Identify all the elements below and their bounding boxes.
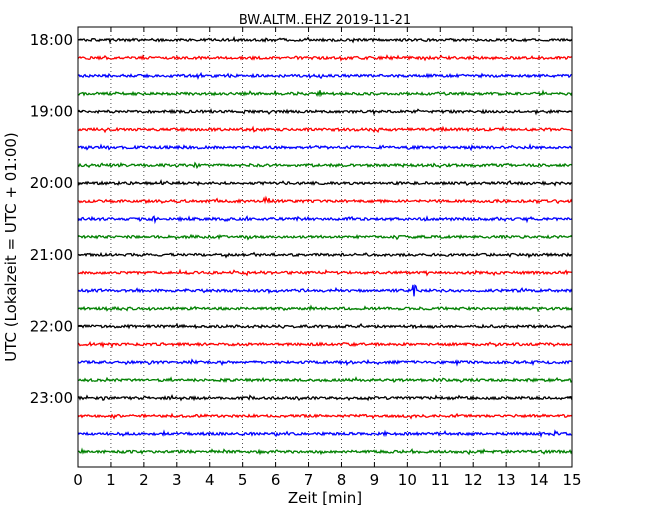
y-tick-label: 20:00 (30, 174, 73, 192)
x-axis-label: Zeit [min] (288, 489, 362, 507)
traces-group (77, 35, 573, 456)
trace-line (77, 268, 573, 277)
trace-line (77, 215, 573, 225)
trace-line (77, 125, 573, 134)
y-axis-ticks: 18:00 19:00 20:00 21:00 22:00 23:00 (30, 31, 572, 407)
trace-line (77, 195, 573, 205)
y-tick-label: 19:00 (30, 103, 73, 121)
x-tick-label: 9 (370, 471, 380, 489)
x-tick-label: 0 (73, 471, 83, 489)
x-tick-label: 5 (238, 471, 248, 489)
y-tick-label: 23:00 (30, 389, 73, 407)
grid-lines (110, 27, 540, 467)
trace-line (78, 447, 573, 456)
trace-line (77, 233, 573, 241)
x-tick-label: 10 (398, 471, 417, 489)
trace-line (77, 429, 572, 439)
plot-frame (77, 26, 573, 468)
trace-line (77, 393, 573, 402)
x-tick-label: 6 (271, 471, 281, 489)
trace-line (77, 376, 573, 384)
x-tick-label: 12 (464, 471, 483, 489)
trace-line (77, 108, 573, 116)
x-tick-label: 7 (304, 471, 314, 489)
x-tick-label: 2 (139, 471, 149, 489)
trace-line (78, 89, 573, 98)
chart-title: BW.ALTM..EHZ 2019-11-21 (239, 13, 411, 28)
y-tick-label: 21:00 (30, 246, 73, 264)
x-tick-label: 8 (337, 471, 347, 489)
trace-line (77, 251, 573, 259)
trace-line (77, 284, 573, 297)
x-tick-label: 1 (106, 471, 116, 489)
y-axis-label: UTC (Lokalzeit = UTC + 01:00) (2, 132, 20, 362)
trace-line (77, 161, 573, 170)
trace-line (77, 143, 573, 152)
x-tick-label: 11 (431, 471, 450, 489)
x-tick-label: 14 (530, 471, 549, 489)
trace-line (77, 340, 573, 349)
y-tick-label: 18:00 (30, 31, 73, 49)
x-axis-ticks: 0 1 2 3 4 5 6 7 8 9 10 11 12 13 14 15 (73, 27, 582, 489)
trace-line (77, 358, 573, 367)
trace-line (77, 54, 573, 62)
trace-line (77, 304, 573, 313)
x-tick-label: 3 (172, 471, 182, 489)
trace-line (77, 322, 573, 330)
x-tick-label: 15 (562, 471, 581, 489)
trace-line (77, 71, 573, 81)
trace-line (77, 35, 573, 45)
x-tick-label: 4 (205, 471, 215, 489)
x-tick-label: 13 (497, 471, 516, 489)
trace-line (77, 412, 573, 420)
trace-line (77, 179, 573, 187)
y-tick-label: 22:00 (30, 317, 73, 335)
